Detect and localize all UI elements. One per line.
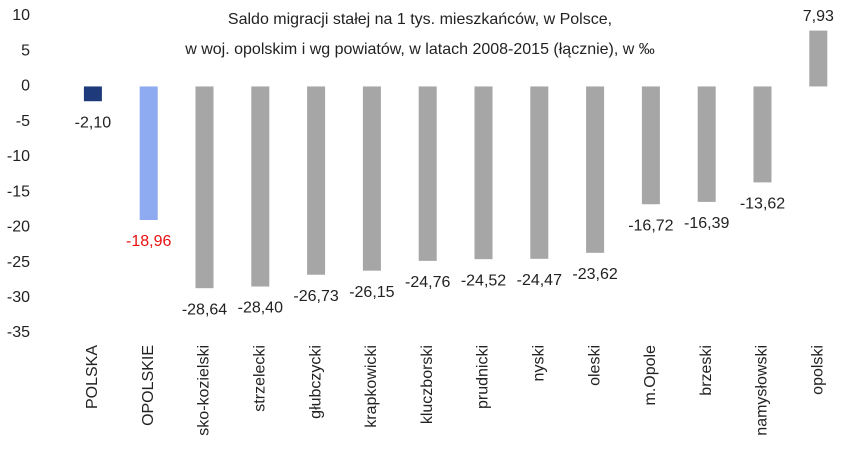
y-tick-label: -25 — [7, 254, 30, 271]
bar — [195, 86, 214, 289]
bar — [809, 30, 828, 87]
x-tick-label: prudnicki — [475, 345, 492, 409]
value-label: -2,10 — [75, 114, 112, 131]
value-label: 7,93 — [803, 8, 834, 25]
y-tick-label: 5 — [21, 42, 30, 59]
value-label: -28,40 — [238, 300, 283, 317]
value-label: -16,39 — [684, 215, 729, 232]
x-tick-label: opolski — [810, 345, 827, 395]
value-label: -23,62 — [572, 266, 617, 283]
value-label: -24,76 — [405, 274, 450, 291]
bar — [586, 86, 605, 253]
value-label: -18,96 — [126, 233, 171, 250]
bar — [697, 86, 716, 202]
value-label: -26,15 — [349, 284, 394, 301]
x-tick-label: OPOLSKIE — [140, 345, 157, 426]
value-label: -24,47 — [517, 272, 562, 289]
y-tick-label: -35 — [7, 324, 30, 341]
x-tick-label: krapkowicki — [363, 345, 380, 428]
x-tick-label: oleski — [586, 345, 603, 386]
bar — [753, 86, 772, 183]
y-tick-label: -20 — [7, 219, 30, 236]
bar — [139, 86, 158, 221]
y-tick-label: -10 — [7, 148, 30, 165]
x-tick-label: nyski — [531, 345, 548, 381]
x-tick-label: m.Opole — [642, 345, 659, 406]
bar — [641, 86, 660, 205]
y-tick-label: 10 — [12, 7, 30, 24]
value-label: -13,62 — [740, 196, 785, 213]
y-tick-label: -30 — [7, 289, 30, 306]
x-tick-label: kluczborski — [419, 345, 436, 424]
chart-title: Saldo migracji stałej na 1 tys. mieszkań… — [228, 11, 612, 28]
x-tick-label: głubczycki — [307, 345, 324, 419]
value-label: -16,72 — [628, 217, 673, 234]
bar — [530, 86, 549, 259]
value-label: -28,64 — [182, 301, 227, 318]
bar — [83, 86, 102, 102]
value-label: -24,52 — [461, 272, 506, 289]
x-tick-label: sko-kozielski — [196, 345, 213, 436]
bar — [251, 86, 270, 287]
value-label: -26,73 — [293, 288, 338, 305]
y-tick-label: 0 — [21, 78, 30, 95]
y-tick-label: -5 — [16, 113, 30, 130]
x-tick-label: namysłowski — [754, 345, 771, 436]
bar — [474, 86, 493, 260]
x-tick-label: POLSKA — [84, 345, 101, 409]
bar — [307, 86, 326, 275]
x-tick-label: brzeski — [698, 345, 715, 396]
chart-title: w woj. opolskim i wg powiatów, w latach … — [184, 41, 655, 58]
bar — [418, 86, 437, 261]
y-tick-label: -15 — [7, 183, 30, 200]
bar — [362, 86, 381, 271]
x-tick-label: strzelecki — [252, 345, 269, 412]
